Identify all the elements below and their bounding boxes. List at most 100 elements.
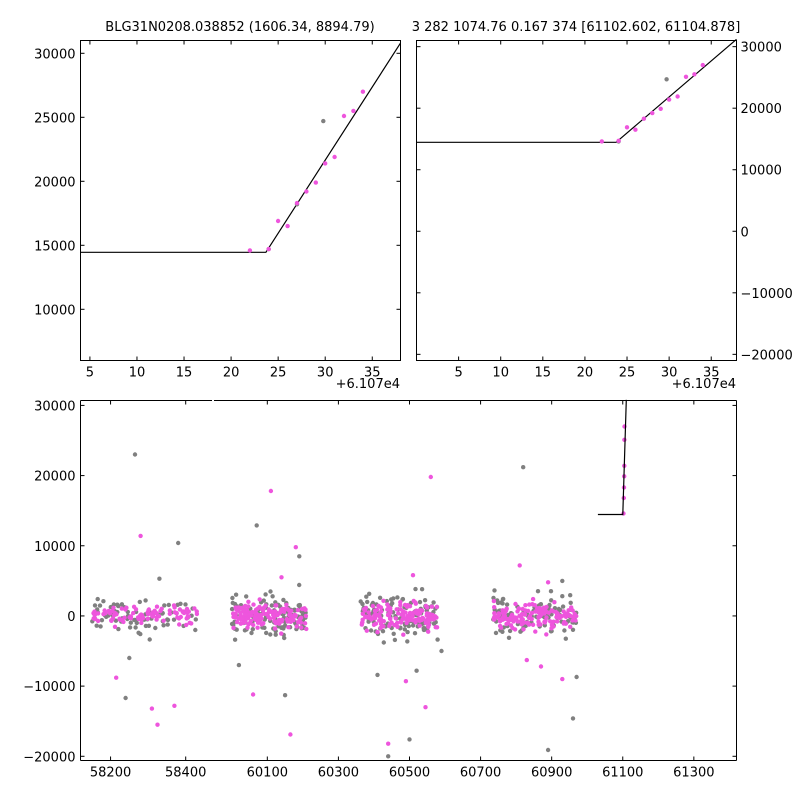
zoom-left-x-tick-label: 20	[223, 366, 240, 381]
light-curve-point-magenta	[418, 608, 423, 613]
light-curve-point-magenta	[184, 606, 190, 612]
light-curve-point-gray	[244, 594, 249, 599]
light-curve-point-magenta	[533, 629, 538, 634]
zoom-left-point-magenta	[351, 108, 356, 114]
light-curve-point-magenta	[569, 605, 574, 610]
zoom-right-plot-area	[416, 38, 737, 144]
light-curve-point-magenta	[424, 611, 430, 616]
light-curve-point-magenta	[410, 613, 415, 619]
zoom-right-point-magenta	[683, 74, 689, 80]
light-curve-point-magenta	[387, 616, 393, 621]
light-curve-point-gray	[273, 632, 278, 637]
light-curve-point-gray	[279, 625, 284, 630]
light-curve-point-magenta	[161, 618, 166, 623]
light-curve-point-gray	[560, 594, 565, 599]
light-curve-point-magenta	[424, 605, 430, 610]
light-curve-outlier-gray	[157, 576, 162, 581]
light-curve-point-gray	[133, 625, 138, 630]
light-curve-outlier-gray	[407, 737, 412, 742]
light-curve-point-magenta	[388, 608, 393, 614]
light-curve-outlier-gray	[545, 747, 551, 753]
light-curve-point-magenta	[375, 613, 380, 618]
light-curve-point-magenta	[561, 621, 566, 626]
zoom-right-point-magenta	[692, 72, 697, 77]
zoom-right-point-magenta	[658, 106, 663, 112]
zoom-left-x-tick-label: 5	[86, 366, 94, 381]
light-curve-point-magenta	[492, 605, 497, 610]
light-curve-point-gray	[171, 617, 177, 622]
light-curve-outlier-magenta	[524, 657, 529, 663]
light-curve-point-magenta	[287, 612, 293, 617]
light-curve-point-magenta	[389, 620, 394, 625]
light-curve-point-gray	[405, 629, 410, 635]
zoom-left-x-tick-label: 35	[364, 366, 381, 381]
light-curve-point-gray	[193, 627, 198, 633]
light-curve-point-gray	[380, 629, 386, 634]
zoom-left-plot-area	[80, 42, 402, 253]
light-curve-point-magenta	[194, 611, 200, 617]
light-curve-point-magenta	[420, 616, 425, 621]
light-curve-point-gray	[431, 600, 436, 605]
light-curve-x-tick-label: 60100	[247, 766, 288, 781]
light-curve-point-magenta	[176, 616, 182, 621]
light-curve-point-magenta	[271, 613, 276, 618]
light-curve-point-magenta	[238, 621, 243, 626]
light-curve-point-magenta	[186, 614, 191, 619]
light-curve-point-magenta	[177, 622, 182, 627]
light-curve-point-gray	[134, 620, 139, 626]
light-curve-point-magenta	[234, 619, 240, 625]
light-curve-point-gray	[97, 603, 103, 608]
light-curve-point-magenta	[381, 598, 386, 603]
light-curve-outlier-gray	[236, 662, 242, 668]
light-curve-point-magenta	[154, 604, 160, 609]
light-curve-y-tick-label: 0	[67, 610, 75, 625]
light-curve-point-magenta	[152, 608, 157, 613]
light-curve-point-magenta	[559, 614, 565, 619]
light-curve-outlier-gray	[123, 695, 128, 701]
light-curve-y-tick-label: −10000	[23, 680, 75, 695]
light-curve-outlier-gray	[254, 523, 259, 528]
light-curve-point-magenta	[360, 620, 365, 625]
light-curve-point-gray	[268, 632, 273, 637]
zoom-left-point-magenta	[294, 200, 300, 206]
light-curve-point-magenta	[544, 632, 549, 637]
light-curve-point-magenta	[167, 611, 172, 616]
light-curve-point-magenta	[266, 607, 271, 612]
light-curve-point-gray	[95, 596, 100, 602]
light-curve-point-gray	[548, 589, 554, 594]
light-curve-y-tick-label: −20000	[23, 750, 75, 765]
zoom-right-y-tick-label: 10000	[741, 164, 782, 179]
light-curve-point-gray	[391, 631, 396, 636]
light-curve-point-magenta	[95, 611, 101, 616]
light-curve-point-magenta	[398, 607, 403, 612]
light-curve-point-magenta	[434, 604, 439, 610]
zoom-left-y-tick-label: 30000	[34, 47, 75, 62]
light-curve-point-magenta	[520, 618, 525, 623]
light-curve-point-magenta	[302, 621, 308, 626]
light-curve-point-gray	[250, 627, 255, 632]
zoom-left-x-tick-label: 30	[317, 366, 334, 381]
light-curve-point-magenta	[174, 610, 179, 616]
light-curve-point-magenta	[360, 611, 365, 616]
light-curve-point-magenta	[123, 607, 128, 612]
zoom-left-point-magenta	[304, 189, 309, 194]
light-curve-point-magenta	[406, 618, 412, 623]
light-curve-point-magenta	[413, 620, 418, 625]
light-curve-point-magenta	[279, 619, 284, 624]
light-curve-outlier-magenta	[517, 563, 522, 568]
zoom-right-point-magenta	[624, 125, 630, 130]
light-curve-point-magenta	[553, 610, 559, 615]
light-curve-point-magenta	[238, 610, 243, 615]
light-curve-point-gray	[101, 599, 106, 604]
light-curve-point-gray	[262, 625, 267, 630]
light-curve-point-magenta	[257, 614, 263, 619]
light-curve-outlier-magenta	[403, 679, 409, 684]
light-curve-point-magenta	[103, 611, 108, 616]
light-curve-point-magenta	[530, 596, 536, 602]
light-curve-x-tick-label: 58200	[90, 766, 131, 781]
light-curve-point-magenta	[567, 613, 572, 618]
light-curve-outlier-magenta	[138, 533, 143, 539]
light-curve-point-magenta	[527, 613, 533, 619]
light-curve-point-gray	[136, 630, 141, 635]
light-curve-point-magenta	[385, 602, 390, 607]
